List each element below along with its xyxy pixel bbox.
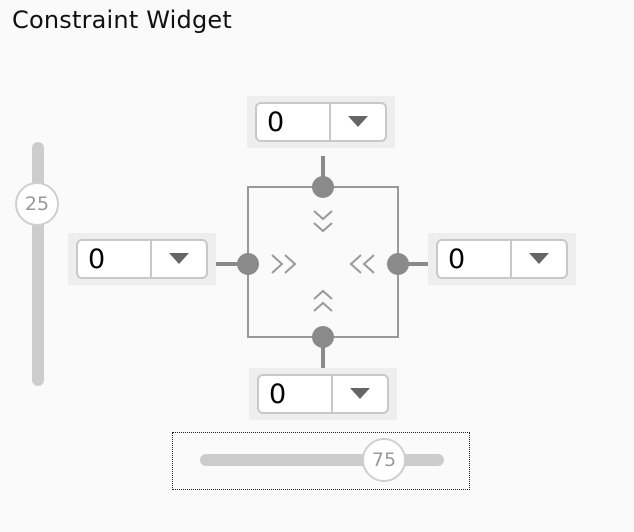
- dropdown-triangle-icon: [169, 253, 189, 264]
- bottom-margin-combo[interactable]: 0: [257, 374, 389, 414]
- bottom-margin-dropdown-button[interactable]: [333, 376, 387, 412]
- dropdown-triangle-icon: [350, 388, 370, 399]
- horizontal-bias-slider-track[interactable]: [200, 454, 444, 466]
- panel-title: Constraint Widget: [12, 6, 232, 34]
- top-margin-container: 0: [247, 96, 395, 148]
- horizontal-bias-slider-thumb[interactable]: 75: [362, 438, 406, 482]
- right-margin-value[interactable]: 0: [438, 241, 512, 277]
- top-margin-value[interactable]: 0: [257, 104, 331, 140]
- left-margin-dropdown-button[interactable]: [152, 241, 206, 277]
- right-margin-container: 0: [428, 233, 576, 285]
- left-margin-value[interactable]: 0: [78, 241, 152, 277]
- left-anchor-dot[interactable]: [237, 253, 259, 275]
- dropdown-triangle-icon: [348, 116, 368, 127]
- right-anchor-dot[interactable]: [387, 253, 409, 275]
- top-anchor-dot[interactable]: [312, 176, 334, 198]
- left-margin-container: 0: [68, 233, 216, 285]
- top-margin-dropdown-button[interactable]: [331, 104, 385, 140]
- dropdown-triangle-icon: [529, 253, 549, 264]
- right-chevron-icon: [349, 254, 375, 274]
- top-margin-combo[interactable]: 0: [255, 102, 387, 142]
- top-chevron-icon: [313, 210, 333, 233]
- vertical-bias-slider-thumb[interactable]: 25: [15, 182, 59, 226]
- view-box: [247, 186, 399, 338]
- right-margin-dropdown-button[interactable]: [512, 241, 566, 277]
- bottom-chevron-icon: [313, 289, 333, 312]
- left-chevron-icon: [271, 254, 297, 274]
- bottom-margin-container: 0: [249, 368, 397, 420]
- vertical-bias-slider-track[interactable]: [32, 142, 44, 386]
- right-margin-combo[interactable]: 0: [436, 239, 568, 279]
- bottom-anchor-dot[interactable]: [312, 326, 334, 348]
- horizontal-bias-focus-outline: [172, 432, 470, 490]
- bottom-margin-value[interactable]: 0: [259, 376, 333, 412]
- left-margin-combo[interactable]: 0: [76, 239, 208, 279]
